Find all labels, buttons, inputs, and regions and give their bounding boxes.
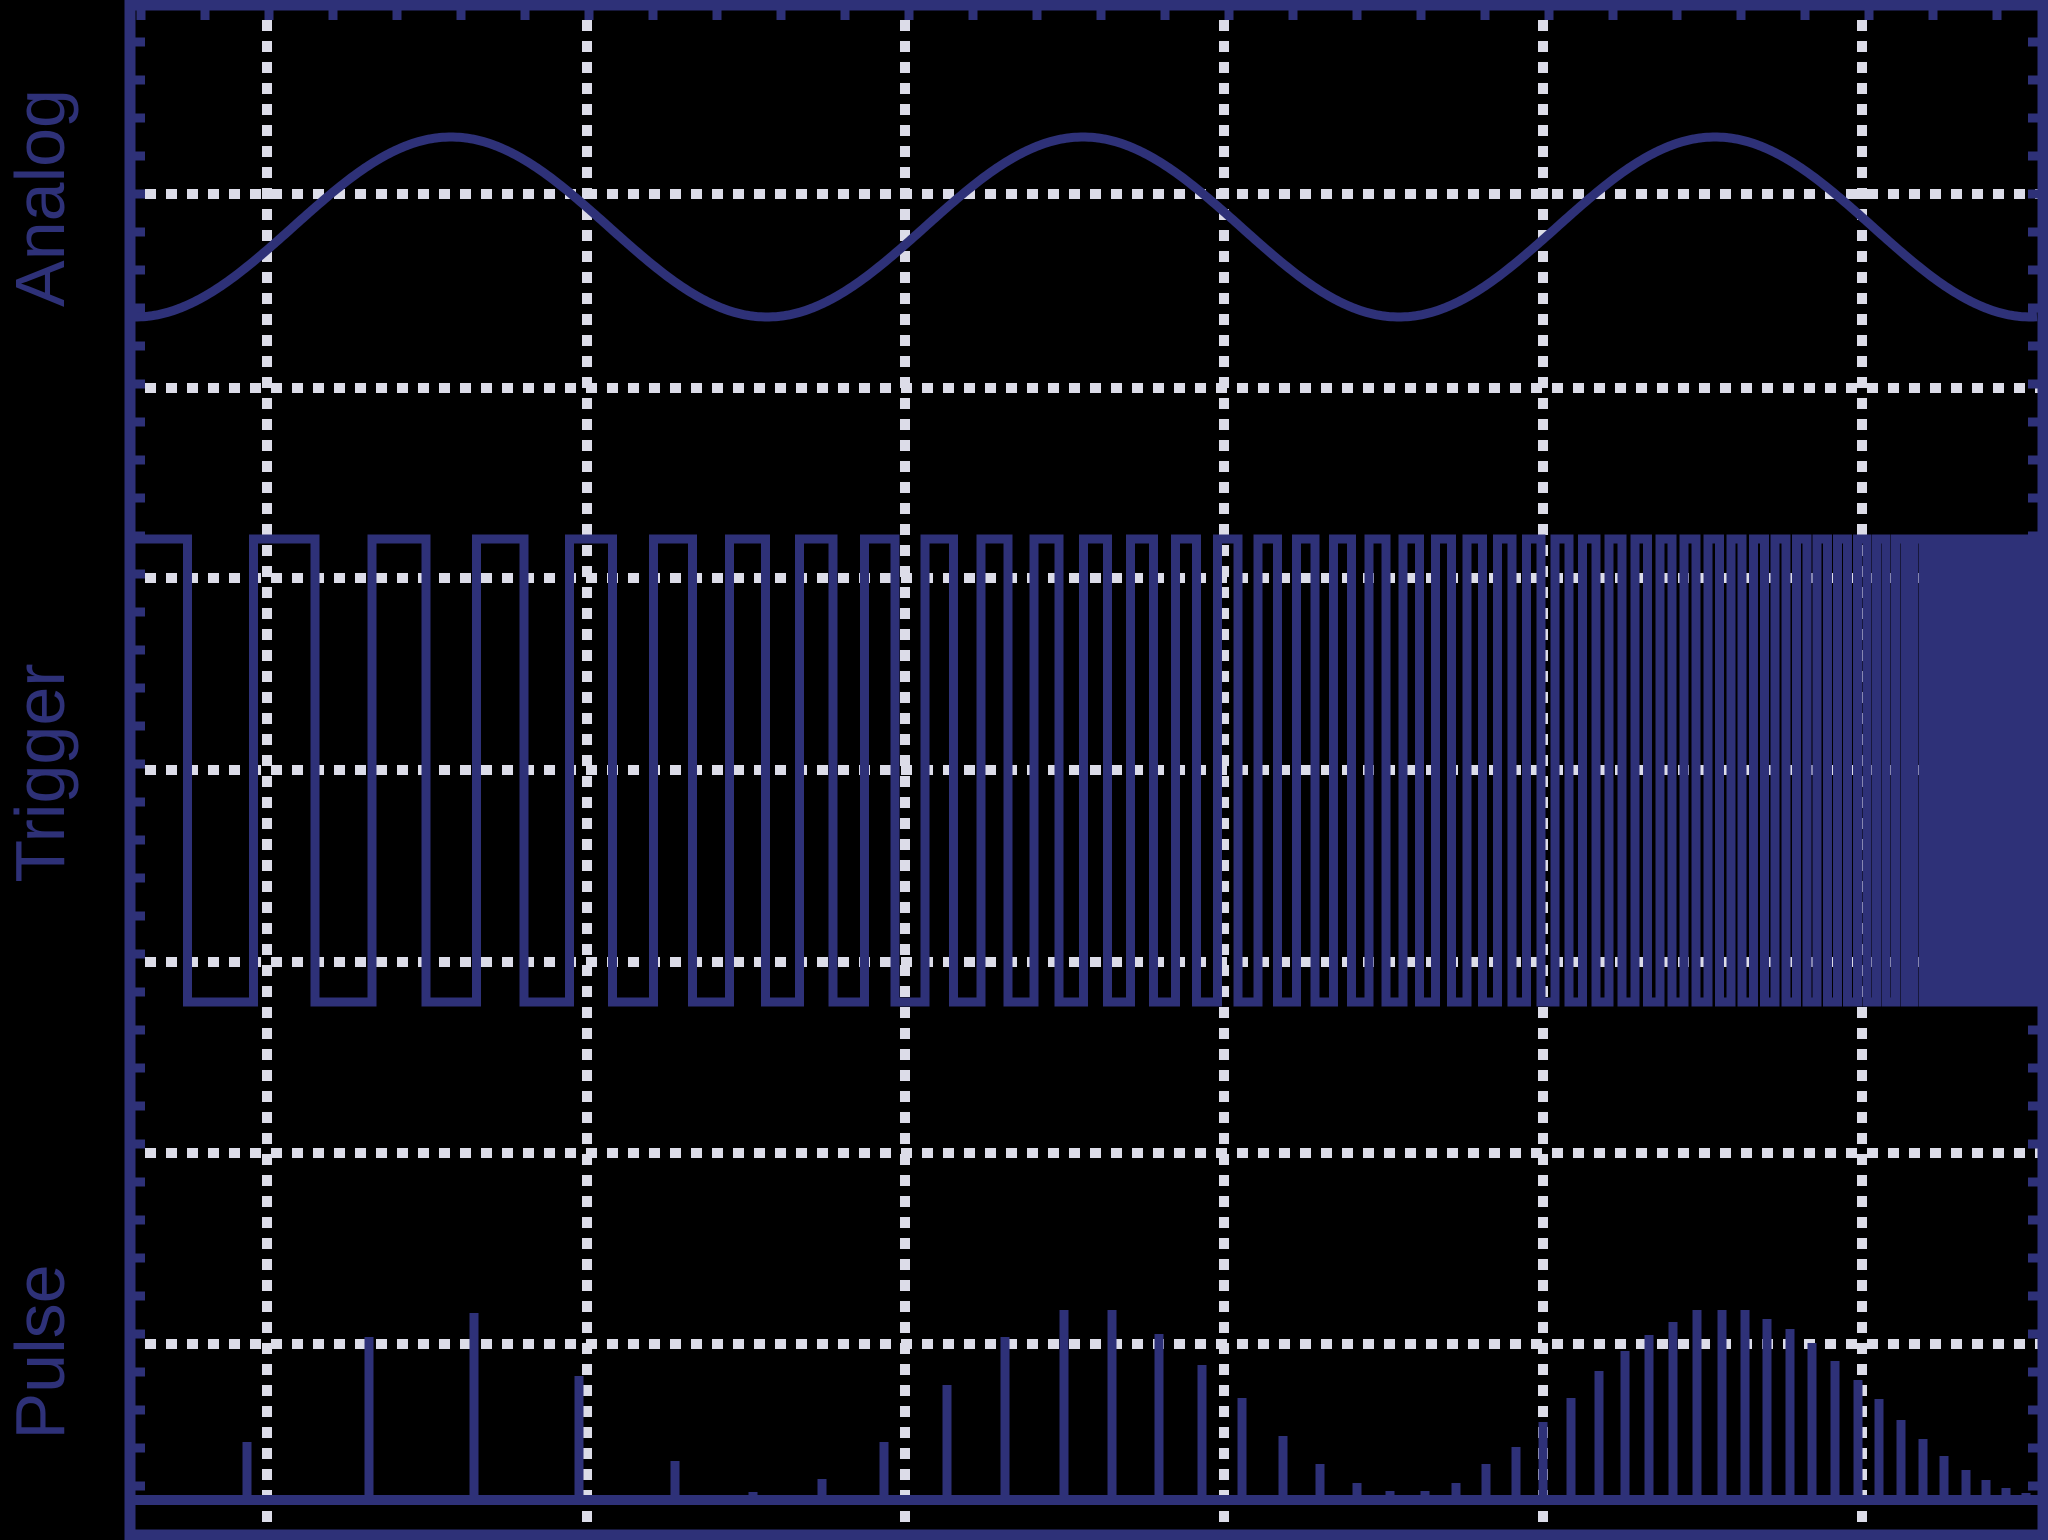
trigger-channel-label: Trigger: [0, 660, 80, 885]
frame-border: [124, 0, 2048, 1540]
pulse-channel-label: Pulse: [0, 1262, 80, 1442]
analog-trace: [135, 132, 2038, 322]
analog-sine-path: [135, 132, 2038, 322]
pulse-trace: [130, 1310, 2043, 1505]
trigger-label-text: Trigger: [1, 662, 79, 883]
pulse-label-text: Pulse: [1, 1264, 79, 1440]
analog-channel-label: Analog: [0, 85, 80, 310]
trigger-trace: [135, 534, 2039, 1007]
analog-label-text: Analog: [1, 88, 79, 307]
plot-frame: [124, 0, 2048, 1540]
trigger-square-path: [135, 534, 2039, 1007]
